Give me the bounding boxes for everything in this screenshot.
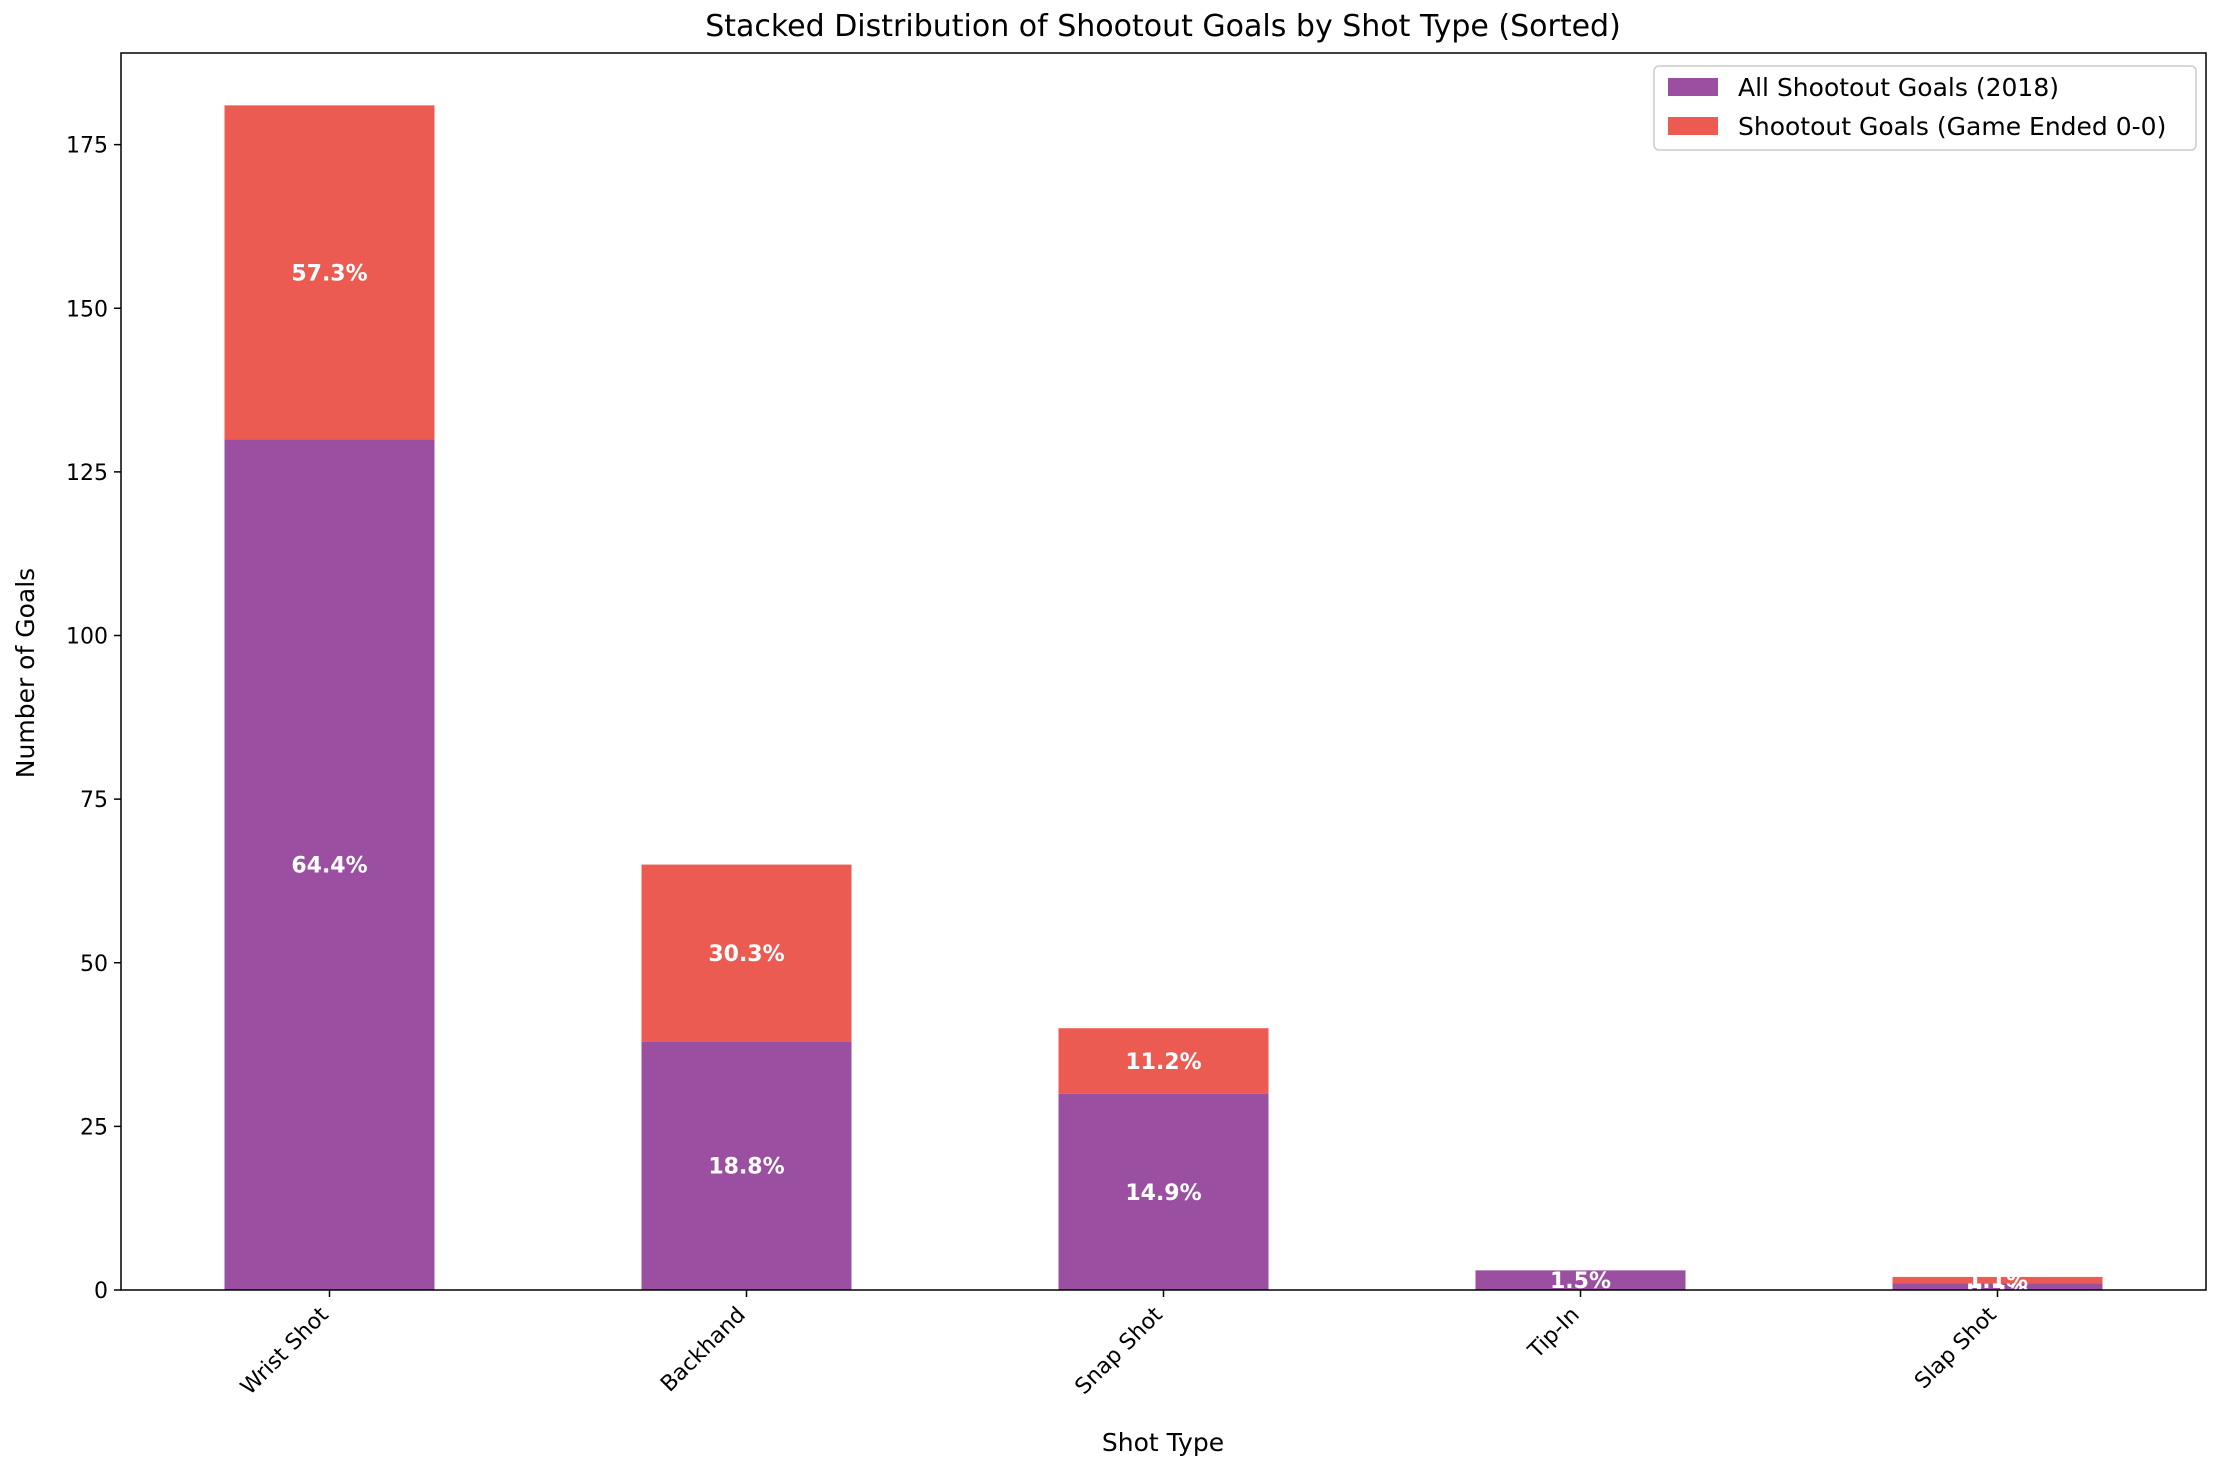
plot-area: 64.4%57.3%18.8%30.3%14.9%11.2%1.5% 0.5%1.… [66, 52, 2207, 1400]
y-axis-title: Number of Goals [11, 568, 40, 778]
data-label: 30.3% [708, 942, 784, 967]
bar-segment [1058, 1093, 1269, 1290]
data-label: 14.9% [1125, 1181, 1201, 1206]
x-axis-title: Shot Type [1102, 1428, 1224, 1457]
x-tick-label: Tip-In [1523, 1303, 1585, 1365]
x-tick-label: Wrist Shot [236, 1302, 334, 1400]
legend: All Shootout Goals (2018) Shootout Goals … [1653, 65, 2197, 151]
bar-segment [1058, 1028, 1269, 1094]
y-tick-label: 125 [66, 461, 108, 486]
bar-segment [641, 1041, 852, 1290]
y-tick-label: 175 [66, 134, 108, 159]
y-tick-label: 25 [80, 1115, 108, 1140]
legend-label: All Shootout Goals (2018) [1738, 73, 2059, 102]
bar-segment [1892, 1283, 2103, 1290]
bar-segment [641, 864, 852, 1042]
y-tick-label: 50 [80, 952, 108, 977]
x-tick-label: Snap Shot [1071, 1302, 1168, 1399]
legend-box [1653, 65, 2197, 151]
x-tick-label: Slap Shot [1910, 1302, 2002, 1394]
legend-swatch [1668, 78, 1718, 96]
legend-label: Shootout Goals (Game Ended 0-0) [1738, 112, 2166, 141]
bar-segment [1892, 1276, 2103, 1284]
y-tick-label: 150 [66, 297, 108, 322]
y-tick-label: 0 [94, 1279, 108, 1304]
y-tick-label: 75 [80, 788, 108, 813]
data-label: 64.4% [291, 854, 367, 879]
legend-swatch [1668, 117, 1718, 135]
y-tick-label: 100 [66, 625, 108, 650]
bar-segment [224, 439, 435, 1290]
data-label: 11.2% [1125, 1050, 1201, 1075]
x-tick-label: Backhand [656, 1303, 751, 1398]
data-label: 18.8% [708, 1155, 784, 1180]
bar-segment [224, 105, 435, 440]
bar-segment [1475, 1270, 1686, 1290]
chart-title: Stacked Distribution of Shootout Goals b… [705, 9, 1621, 44]
data-label: 57.3% [291, 261, 367, 286]
